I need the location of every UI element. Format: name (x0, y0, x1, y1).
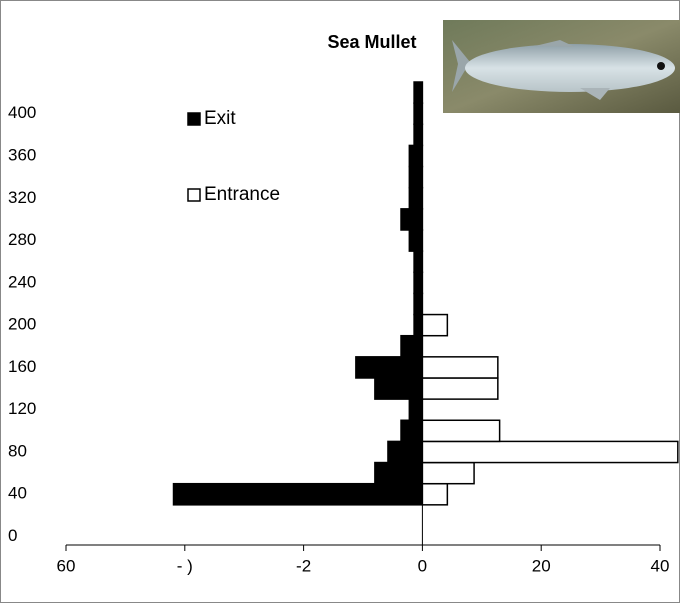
y-tick-label: 40 (8, 484, 27, 503)
bar (409, 167, 422, 188)
bar (414, 272, 422, 293)
page: {"chart_data": {"type": "bar", "orientat… (0, 0, 680, 608)
y-tick-label: 120 (8, 399, 36, 418)
bar (422, 378, 497, 399)
bar (356, 357, 423, 378)
legend-swatch (188, 113, 200, 125)
bar (414, 293, 422, 314)
bar (414, 124, 422, 145)
bar (422, 463, 474, 484)
bar (422, 357, 497, 378)
bar (422, 315, 447, 336)
bar (414, 82, 422, 103)
bar (375, 463, 423, 484)
y-tick-label: 240 (8, 272, 36, 291)
x-tick-label: 60 (57, 556, 76, 575)
y-tick-label: 360 (8, 145, 36, 164)
legend-label: Entrance (204, 184, 280, 205)
bar (375, 378, 423, 399)
y-tick-label: 400 (8, 103, 36, 122)
bar (401, 209, 422, 230)
bar (388, 441, 422, 462)
y-tick-label: 320 (8, 188, 36, 207)
y-tick-label: 200 (8, 315, 36, 334)
bar (409, 399, 422, 420)
bar (422, 484, 447, 505)
y-tick-label: 160 (8, 357, 36, 376)
bar (174, 484, 423, 505)
x-tick-label: 20 (532, 556, 551, 575)
bar (422, 420, 499, 441)
bar (414, 103, 422, 124)
chart: Sea Mullet 04080120160200240280320360400… (0, 0, 680, 603)
x-tick-label: 0 (418, 556, 427, 575)
bar (409, 188, 422, 209)
legend-label: Exit (204, 108, 236, 129)
bar (401, 420, 422, 441)
x-tick-label: - ) (177, 556, 193, 575)
chart-title: Sea Mullet (327, 32, 416, 52)
bar (414, 315, 422, 336)
bar (401, 336, 422, 357)
bar (422, 441, 677, 462)
bar (409, 230, 422, 251)
y-tick-label: 280 (8, 230, 36, 249)
x-tick-label: -2 (296, 556, 311, 575)
x-tick-label: 40 (651, 556, 670, 575)
bar (409, 145, 422, 166)
y-tick-label: 80 (8, 441, 27, 460)
bar (414, 251, 422, 272)
y-tick-label: 0 (8, 526, 17, 545)
fish-photo (443, 20, 680, 113)
legend-swatch (188, 189, 200, 201)
